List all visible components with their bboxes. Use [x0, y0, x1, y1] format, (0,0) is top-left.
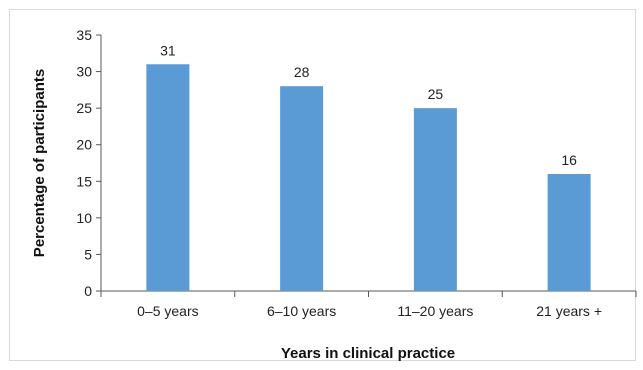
y-axis-title: Percentage of participants: [31, 69, 48, 257]
data-label: 28: [294, 64, 310, 80]
y-tick-label: 30: [76, 64, 92, 80]
x-axis-title: Years in clinical practice: [281, 345, 455, 362]
data-label: 31: [160, 42, 176, 58]
y-tick-label: 20: [76, 137, 92, 153]
bar: [146, 64, 190, 291]
data-label: 25: [428, 86, 444, 102]
data-label: 16: [561, 152, 577, 168]
y-tick-label: 35: [76, 27, 92, 43]
x-tick-label: 21 years +: [536, 303, 602, 319]
y-tick-label: 10: [76, 210, 92, 226]
y-tick-label: 15: [76, 173, 92, 189]
x-tick-label: 6–10 years: [267, 303, 336, 319]
data-labels: 31 28 25 16: [160, 42, 577, 168]
bar: [280, 86, 324, 291]
bar: [547, 173, 591, 291]
x-tick-label: 11–20 years: [397, 303, 473, 319]
bar: [413, 108, 457, 292]
y-axis: 0 5 10 15 20 25 30 35: [76, 27, 102, 299]
bars: [146, 64, 591, 292]
y-tick-label: 5: [84, 246, 92, 262]
y-tick-label: 0: [84, 283, 92, 299]
x-tick-label: 0–5 years: [137, 303, 198, 319]
y-tick-label: 25: [76, 100, 92, 116]
x-axis: 0–5 years 6–10 years 11–20 years 21 years +: [100, 290, 637, 319]
